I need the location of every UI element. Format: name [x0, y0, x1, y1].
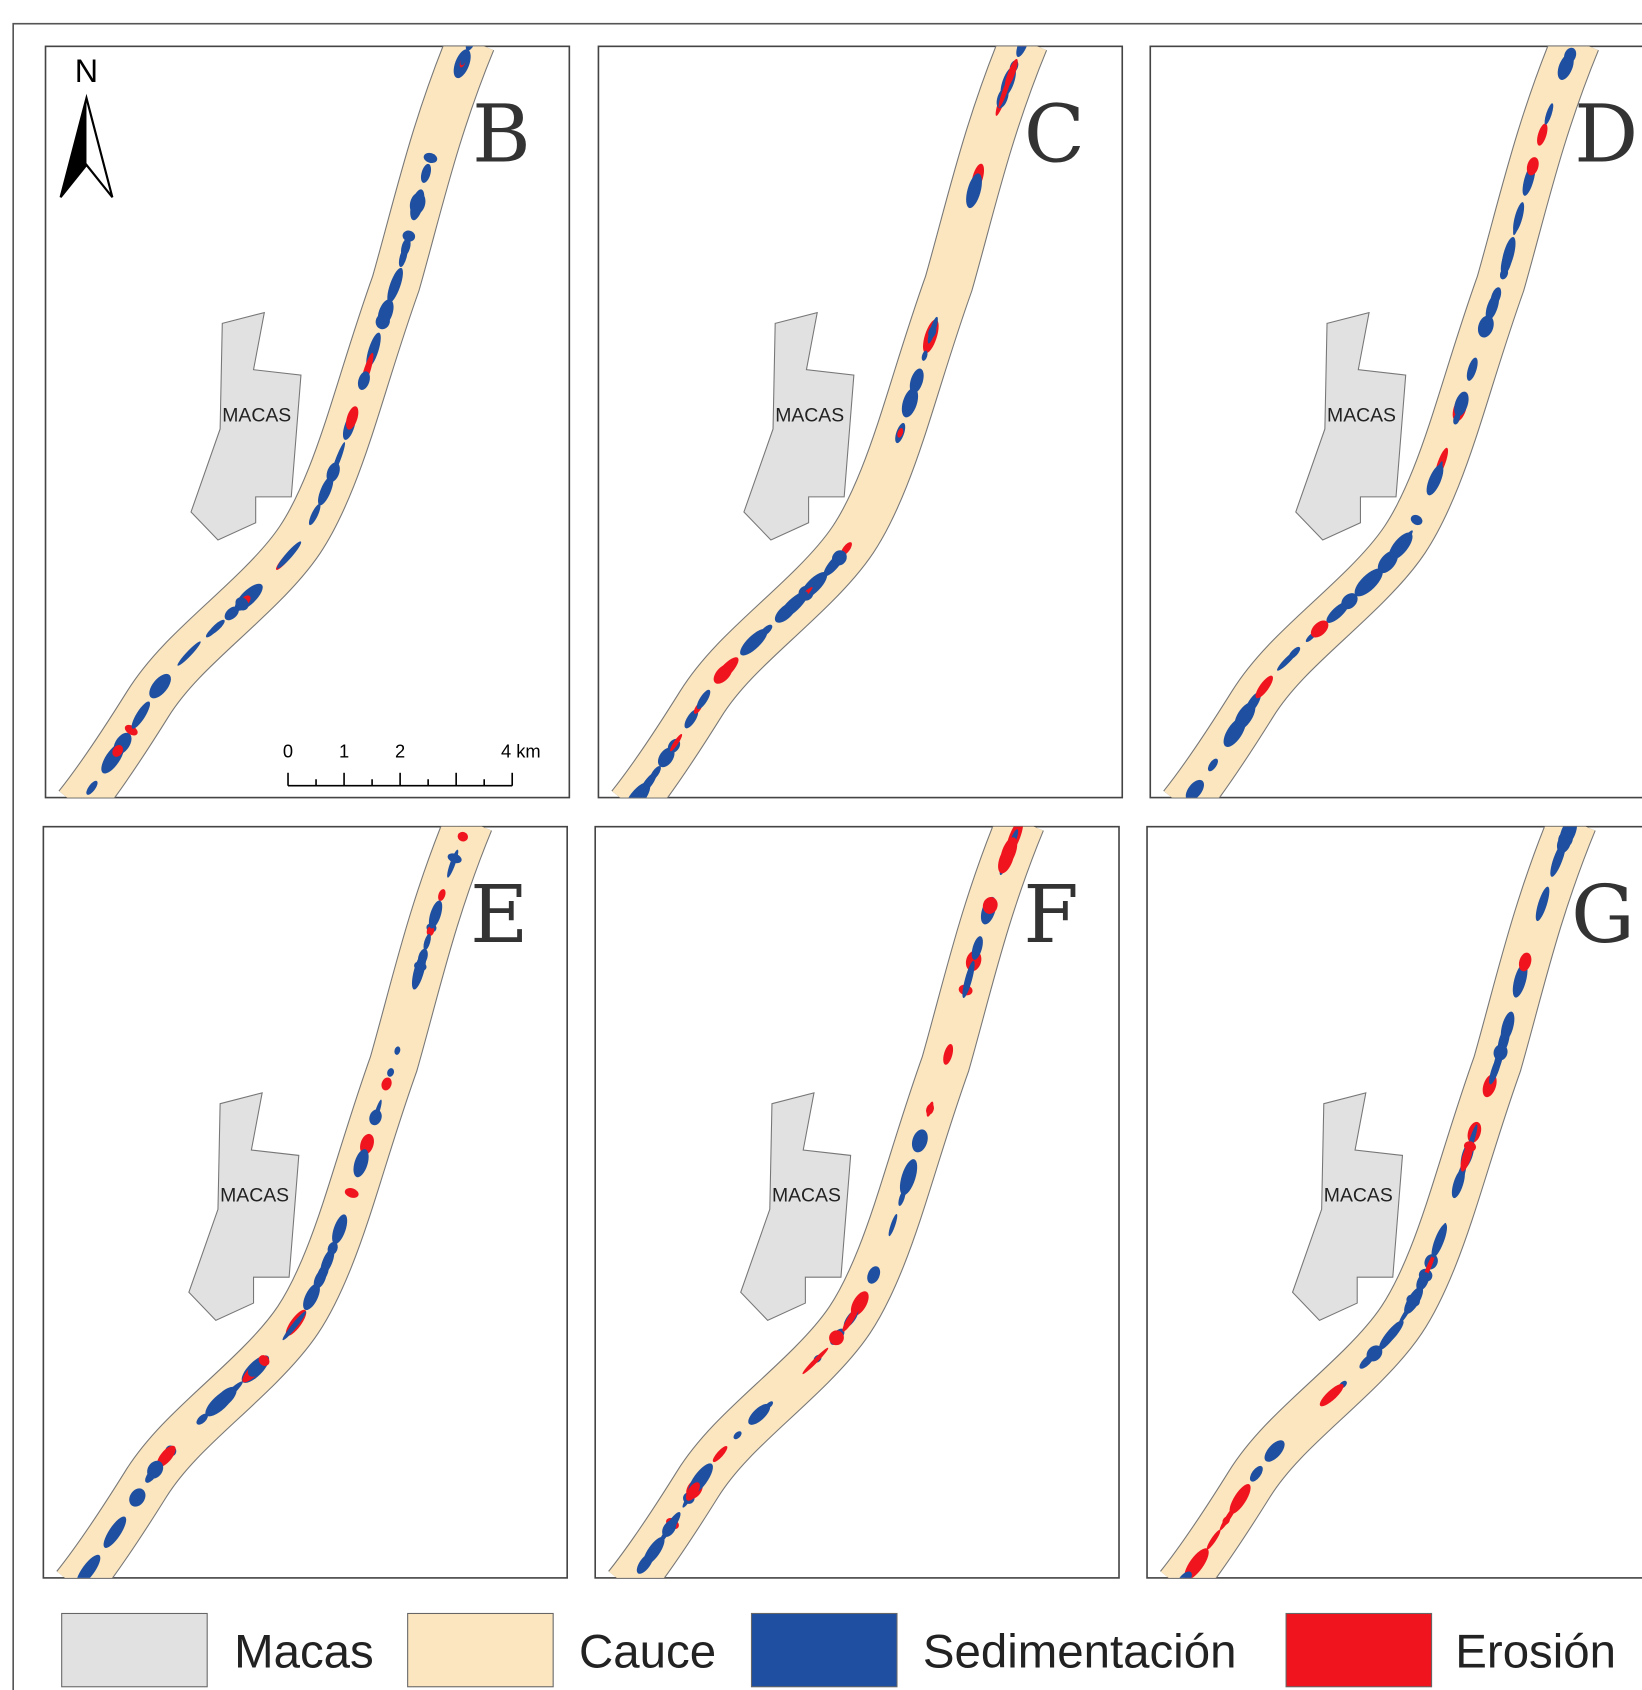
legend-label: Macas	[234, 1625, 374, 1678]
city-label: MACAS	[222, 404, 291, 426]
scale-label: 0	[283, 741, 293, 762]
city-label: MACAS	[772, 1185, 841, 1207]
map-panel: MACAS C	[598, 29, 1122, 817]
panel-letter: B	[472, 88, 531, 181]
map-panel: MACAS E	[43, 821, 567, 1588]
legend-label: Erosión	[1455, 1625, 1616, 1678]
panel-letter: D	[1574, 88, 1638, 181]
sedimentation-patch	[465, 27, 482, 45]
legend-swatch	[1286, 1613, 1432, 1686]
north-label: N	[75, 53, 98, 89]
figure: MACASBN0124 kmMACASCMACASDMACASEMACASFMA…	[0, 0, 1642, 1690]
legend-swatch	[751, 1613, 897, 1686]
scale-label: 2	[395, 741, 405, 762]
city-label: MACAS	[220, 1185, 289, 1207]
panel-letter: F	[1023, 868, 1078, 961]
panel-letter: G	[1571, 868, 1635, 961]
city-label: MACAS	[1324, 1185, 1393, 1207]
scale-label: 1	[339, 741, 349, 762]
legend-swatch	[408, 1613, 554, 1686]
legend-label: Sedimentación	[923, 1625, 1237, 1678]
legend-swatch	[62, 1613, 208, 1686]
legend-label: Cauce	[579, 1625, 716, 1678]
panel-letter: C	[1024, 88, 1085, 181]
map-panel: MACAS B N 0 1 2 4 km	[46, 20, 570, 806]
map-panel: MACAS G	[1147, 816, 1642, 1593]
scale-label: 4 km	[501, 741, 541, 762]
city-label: MACAS	[1327, 404, 1396, 426]
panel-letter: E	[470, 868, 528, 961]
city-label: MACAS	[775, 404, 844, 426]
map-panel: MACAS F	[595, 817, 1119, 1586]
map-panel: MACAS D	[1150, 41, 1642, 806]
